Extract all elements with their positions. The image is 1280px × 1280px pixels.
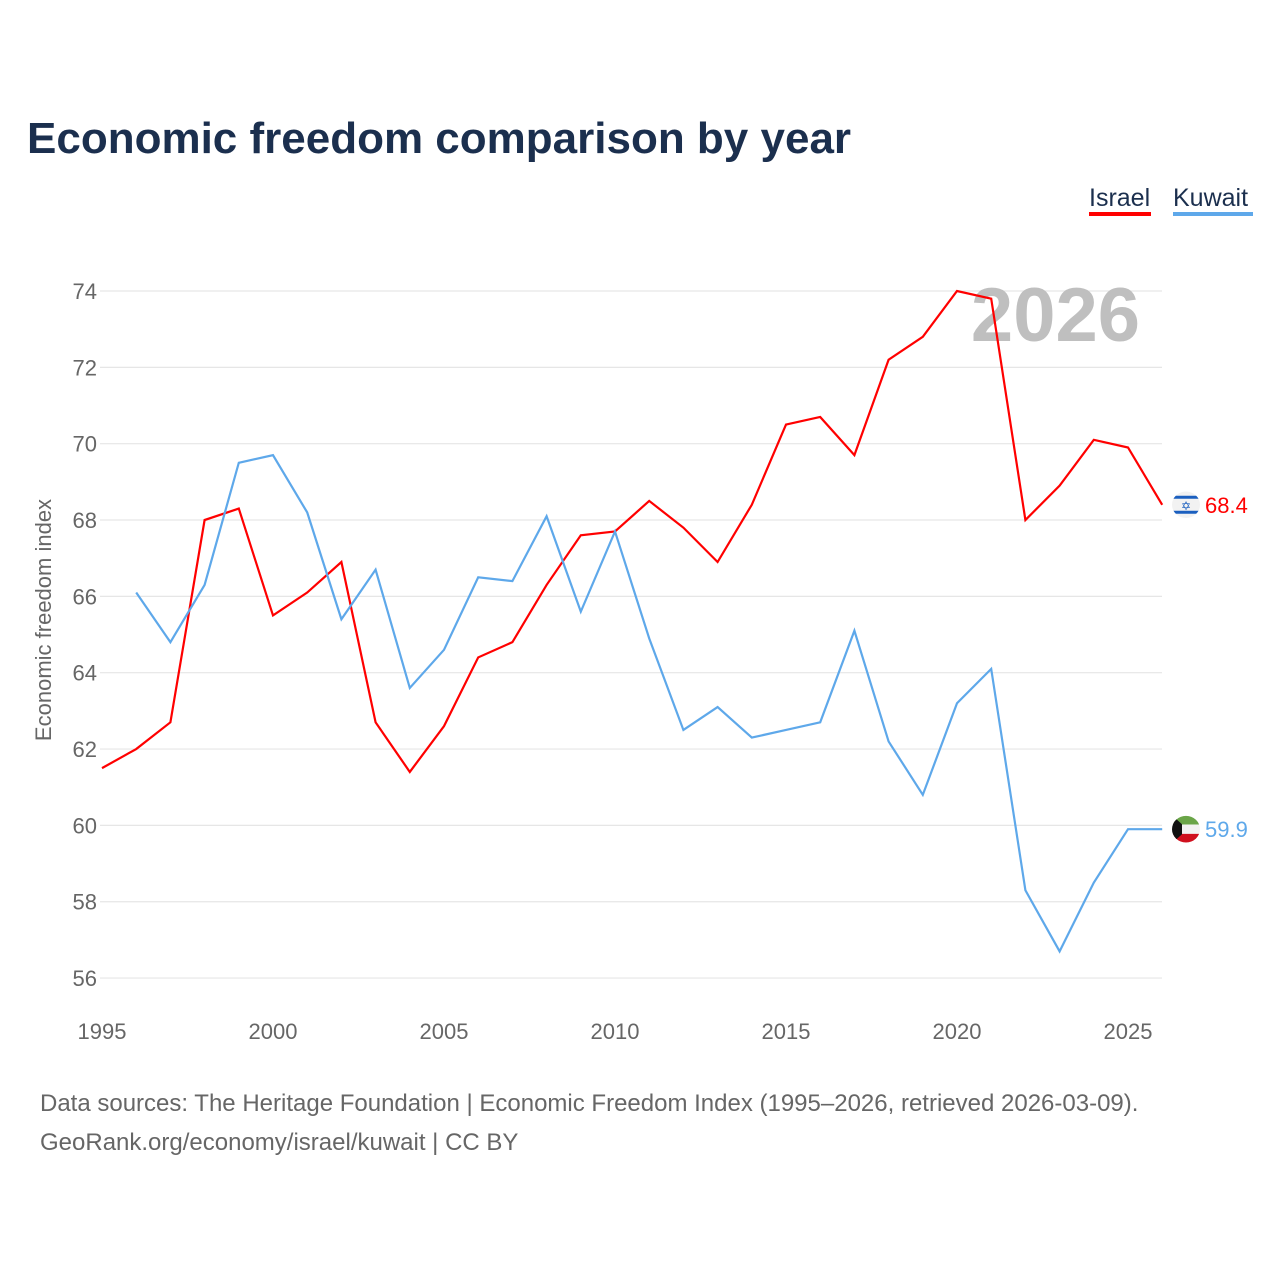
x-tick-label: 2025 <box>1104 1019 1153 1044</box>
legend-item-kuwait[interactable]: Kuwait <box>1173 184 1253 216</box>
x-tick-label: 2015 <box>762 1019 811 1044</box>
gridlines: 56 58 60 62 64 66 68 70 72 74 1995 2000 2005 2010 2015… <box>73 279 1162 1044</box>
y-tick-label: 70 <box>73 432 97 457</box>
footer-source: Data sources: The Heritage Foundation | … <box>40 1090 1138 1117</box>
series-line-kuwait <box>135 453 1163 954</box>
x-tick-label: 2020 <box>933 1019 982 1044</box>
year-watermark: 2026 <box>971 273 1140 358</box>
y-tick-label: 66 <box>73 584 97 609</box>
series-lines: ✡ 68.4 59.9 <box>101 289 1248 954</box>
legend-label: Israel <box>1089 184 1150 212</box>
y-tick-label: 62 <box>73 737 97 762</box>
kuwait-flag-icon <box>1172 815 1200 843</box>
svg-text:✡: ✡ <box>1181 499 1191 513</box>
end-value-label-kuwait: 59.9 <box>1205 817 1248 842</box>
y-axis-label: Economic freedom index <box>31 499 56 741</box>
series-line-israel <box>101 289 1164 774</box>
footer-link[interactable]: GeoRank.org/economy/israel/kuwait | CC B… <box>40 1129 518 1156</box>
y-tick-label: 58 <box>73 890 97 915</box>
y-tick-label: 56 <box>73 966 97 991</box>
y-tick-label: 60 <box>73 813 97 838</box>
x-tick-label: 1995 <box>78 1019 127 1044</box>
y-tick-label: 74 <box>73 279 97 304</box>
y-tick-label: 68 <box>73 508 97 533</box>
legend-swatch <box>1173 212 1253 216</box>
legend: Israel Kuwait <box>1089 184 1253 216</box>
y-tick-label: 72 <box>73 355 97 380</box>
legend-item-israel[interactable]: Israel <box>1089 184 1151 216</box>
x-tick-label: 2010 <box>591 1019 640 1044</box>
legend-label: Kuwait <box>1173 184 1248 212</box>
israel-flag-icon: ✡ <box>1172 491 1200 519</box>
chart-title: Economic freedom comparison by year <box>27 114 851 163</box>
legend-swatch <box>1089 212 1151 216</box>
x-tick-label: 2000 <box>249 1019 298 1044</box>
end-value-label-israel: 68.4 <box>1205 493 1248 518</box>
y-tick-label: 64 <box>73 661 97 686</box>
x-tick-label: 2005 <box>420 1019 469 1044</box>
